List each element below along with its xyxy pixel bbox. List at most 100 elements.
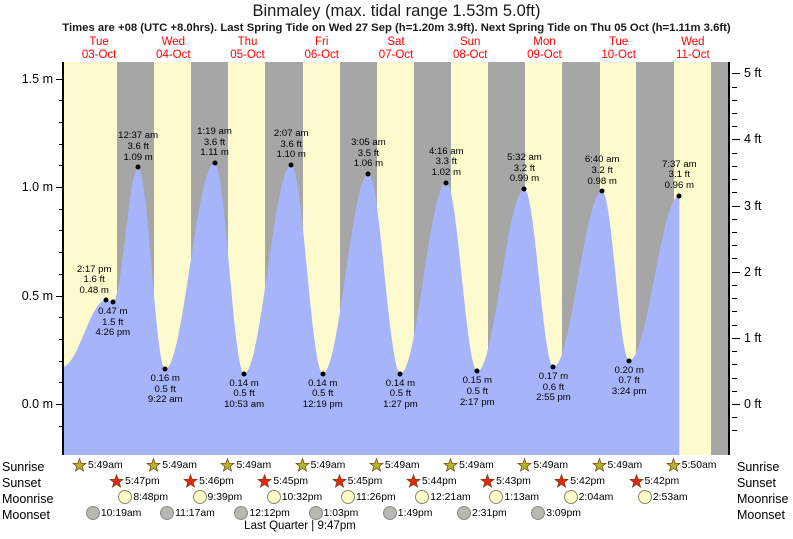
tide-label-high-4: 1:19 am 3.6 ft 1.11 m <box>197 127 232 159</box>
sunset-star-icon-4 <box>405 474 421 488</box>
moonset-label-left: Moonset <box>2 508 50 522</box>
tide-point-high-10 <box>443 180 449 186</box>
tide-label-low-7: 0.14 m 0.5 ft 12:19 pm <box>303 378 343 411</box>
sunrise-time: 5:49am <box>607 460 643 471</box>
day-of-week: Mon <box>533 36 556 48</box>
tide-point-low-7 <box>320 371 326 377</box>
y-label-feet-1: 1 ft <box>744 330 762 345</box>
tide-point-high-4 <box>212 160 218 166</box>
tide-curve <box>62 163 680 455</box>
tide-time: 1:19 am <box>197 126 232 138</box>
tide-ft: 3.2 ft <box>591 165 613 177</box>
moonrise-time: 12:21am <box>430 491 471 503</box>
sunset-star-icon-5 <box>480 474 496 488</box>
tide-label-high-10: 4:16 am 3.3 ft 1.02 m <box>428 145 464 179</box>
tide-label-high-2: 12:37 am 3.6 ft 1.09 m <box>118 131 158 164</box>
sunrise-star-icon-0 <box>72 458 87 472</box>
y-label-feet-4: 4 ft <box>744 132 762 147</box>
y-tick-m <box>56 187 64 188</box>
y-tick-m <box>59 100 64 102</box>
tide-label-low-15: 0.20 m 0.7 ft 3:24 pm <box>611 365 647 398</box>
y-tick-ft <box>732 112 737 114</box>
sunset-event-7: 5:42pm <box>628 474 680 489</box>
y-tick-ft <box>732 430 737 432</box>
tide-ft: 1.6 ft <box>83 274 105 286</box>
tide-ft: 0.5 ft <box>466 386 488 398</box>
moonrise-time: 2:53am <box>652 491 688 503</box>
y-label-meters-0: 0.0 m <box>21 397 53 411</box>
tide-ft: 3.6 ft <box>280 139 302 151</box>
sunrise-star-icon-6 <box>517 458 533 472</box>
tide-time: 1:27 pm <box>383 398 418 410</box>
sunrise-time: 5:49am <box>533 460 568 471</box>
y-tick-m <box>59 338 64 340</box>
tide-m: 1.02 m <box>431 167 461 179</box>
y-tick-m <box>59 360 64 362</box>
tide-ft: 0.5 ft <box>312 388 334 400</box>
tide-time: 2:17 pm <box>459 396 495 408</box>
sunset-star-icon-2 <box>257 474 273 488</box>
sunset-event-3: 5:45pm <box>331 474 383 489</box>
tide-time: 3:24 pm <box>611 385 647 397</box>
moonset-time: 10:19am <box>100 507 142 519</box>
sunset-star-icon-0 <box>108 474 124 488</box>
tide-m: 0.16 m <box>150 373 180 385</box>
sunrise-time: 5:49am <box>236 460 272 471</box>
day-header-05-oct: Thu 05-Oct <box>210 36 284 62</box>
moonset-event-4: 1:49pm <box>382 506 432 520</box>
tide-ft: 3.6 ft <box>203 136 226 148</box>
sunrise-event-6: 5:49am <box>517 458 568 473</box>
day-header-03-oct: Tue 03-Oct <box>62 36 136 62</box>
tide-m: 0.98 m <box>587 175 617 187</box>
sunrise-event-2: 5:49am <box>220 458 271 473</box>
tide-m: 0.14 m <box>385 377 416 389</box>
sunset-star-icon-1 <box>183 474 199 488</box>
day-of-week: Tue <box>608 36 629 48</box>
y-tick-ft <box>732 165 737 167</box>
sunset-label-left: Sunset <box>2 476 41 490</box>
tide-label-high-8: 3:05 am 3.5 ft 1.06 m <box>351 138 386 170</box>
tide-time: 4:26 pm <box>95 327 131 339</box>
y-tick-ft <box>732 284 737 286</box>
y-axis-feet: 0 ft 1 ft 2 ft 3 ft 4 ft 5 ft <box>728 62 761 455</box>
page-subtitle: Times are +08 (UTC +8.0hrs). Last Spring… <box>62 22 731 34</box>
sunset-time: 5:46pm <box>199 476 234 487</box>
moonrise-icon-0 <box>118 490 133 504</box>
moonrise-icon-5 <box>489 490 504 504</box>
tide-label-high-1: 0.47 m 1.5 ft 4:26 pm <box>95 306 131 339</box>
moonset-icon-2 <box>234 506 249 520</box>
sunset-time: 5:45pm <box>347 476 383 487</box>
day-date: 04-Oct <box>156 49 191 61</box>
day-of-week: Wed <box>161 36 186 48</box>
moonrise-time: 10:32pm <box>281 491 323 503</box>
tide-m: 0.15 m <box>462 375 492 387</box>
moonset-icon-1 <box>160 506 175 520</box>
tide-m: 1.10 m <box>276 149 306 161</box>
tide-time: 4:16 am <box>428 145 464 157</box>
moonrise-icon-2 <box>266 490 281 504</box>
sunrise-label-right: Sunrise <box>737 460 780 474</box>
tide-m: 0.17 m <box>538 371 569 383</box>
moonrise-event-5: 1:13am <box>489 490 539 504</box>
y-tick-ft <box>732 298 737 300</box>
tide-ft: 0.7 ft <box>618 375 640 387</box>
moonrise-time: 11:26pm <box>355 491 396 503</box>
sunset-time: 5:42pm <box>644 476 680 487</box>
sunrise-event-5: 5:49am <box>443 458 494 473</box>
moonset-event-6: 3:09pm <box>531 506 581 520</box>
y-tick-m <box>59 317 64 319</box>
y-tick-ft <box>732 179 737 181</box>
moonrise-time: 9:39pm <box>207 491 243 503</box>
moonrise-icon-3 <box>340 490 355 504</box>
sunrise-event-8: 5:50am <box>665 458 716 473</box>
moonrise-time: 1:13am <box>504 491 540 503</box>
moonset-icon-0 <box>85 506 100 520</box>
sunrise-time: 5:49am <box>384 460 420 471</box>
moonset-label-right: Moonset <box>737 508 785 522</box>
sunrise-event-3: 5:49am <box>294 458 345 473</box>
y-tick-ft <box>732 86 737 88</box>
sunrise-star-icon-7 <box>591 458 607 472</box>
tide-label-low-9: 0.14 m 0.5 ft 1:27 pm <box>383 377 418 411</box>
y-tick-m <box>59 425 64 427</box>
moonset-event-1: 11:17am <box>160 506 215 520</box>
